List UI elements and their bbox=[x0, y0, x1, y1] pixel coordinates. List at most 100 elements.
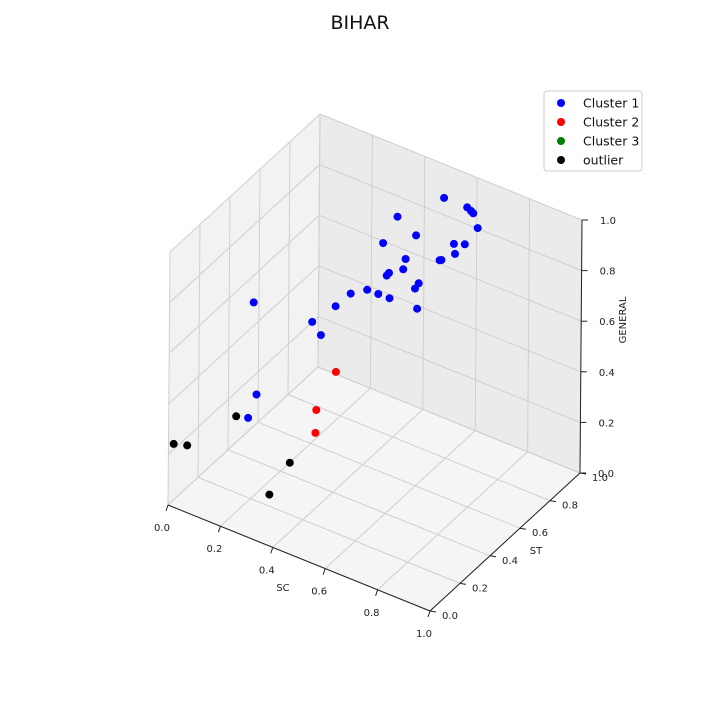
data-point-outlier bbox=[169, 439, 178, 448]
legend-marker-cluster-3 bbox=[557, 137, 565, 145]
grid-floor-x bbox=[272, 409, 424, 548]
data-point-cluster-1 bbox=[412, 231, 421, 240]
data-point-cluster-1 bbox=[374, 290, 383, 298]
grid-right-x bbox=[474, 177, 478, 431]
grid-right-z bbox=[319, 164, 582, 272]
legend-marker-outlier bbox=[557, 156, 565, 164]
grid-right-z bbox=[319, 113, 583, 221]
grid-floor-x bbox=[220, 387, 371, 527]
grid-left-z bbox=[169, 164, 320, 303]
data-point-outlier bbox=[285, 458, 294, 467]
data-point-cluster-1 bbox=[331, 302, 340, 311]
y-axis-label: ST bbox=[530, 546, 543, 557]
data-point-cluster-1 bbox=[449, 239, 458, 248]
chart-title: BIHAR bbox=[330, 12, 389, 34]
data-point-outlier bbox=[183, 441, 192, 450]
x-axis-line bbox=[167, 504, 431, 612]
legend-label-cluster-2: Cluster 2 bbox=[583, 115, 639, 130]
data-point-cluster-1 bbox=[399, 265, 408, 274]
data-point-cluster-1 bbox=[385, 294, 394, 303]
grid-floor-y bbox=[257, 421, 521, 529]
data-point-outlier bbox=[232, 412, 241, 421]
grid-right-x bbox=[527, 198, 531, 452]
data-point-cluster-1 bbox=[414, 279, 423, 288]
legend: Cluster 1 Cluster 2 Cluster 3 outlier bbox=[543, 90, 643, 172]
y-tick-label: 0.2 bbox=[472, 583, 488, 594]
data-point-cluster-1 bbox=[244, 413, 253, 422]
legend-marker-cluster-1 bbox=[557, 99, 565, 107]
z-tick-label: 0.6 bbox=[599, 317, 615, 328]
x-tick-mark bbox=[322, 568, 326, 575]
legend-label-cluster-1: Cluster 1 bbox=[583, 96, 639, 111]
y-tick-label: 0.6 bbox=[532, 528, 548, 539]
data-point-cluster-2 bbox=[311, 428, 320, 437]
grid-floor-y bbox=[227, 449, 491, 557]
y-tick-mark bbox=[579, 472, 587, 475]
data-point-cluster-1 bbox=[460, 240, 469, 249]
pane-back-left bbox=[168, 114, 320, 505]
grid-right-z bbox=[319, 214, 582, 322]
grid-floor-x bbox=[377, 451, 528, 591]
z-tick-label: 0.2 bbox=[598, 418, 614, 429]
x-tick-mark bbox=[270, 547, 274, 554]
data-points bbox=[169, 193, 482, 499]
grid-left-y bbox=[257, 169, 261, 423]
data-point-cluster-1 bbox=[473, 224, 482, 233]
grid-left-z bbox=[169, 113, 321, 253]
grid-left-z bbox=[168, 316, 319, 455]
x-tick-label: 1.0 bbox=[416, 629, 432, 640]
y-tick-mark bbox=[429, 610, 437, 613]
axis-panes bbox=[168, 114, 582, 611]
data-point-cluster-1 bbox=[379, 239, 388, 248]
data-point-cluster-2 bbox=[312, 406, 321, 414]
grid-left-y bbox=[227, 196, 231, 450]
grid-left-y bbox=[287, 141, 291, 395]
y-tick-mark bbox=[459, 582, 467, 585]
z-tick-label: 1.0 bbox=[600, 216, 616, 227]
x-tick-mark bbox=[165, 504, 169, 512]
axis-lines bbox=[165, 219, 588, 618]
data-point-cluster-1 bbox=[316, 331, 325, 340]
grid-left-y bbox=[197, 224, 201, 478]
grid-floor-x bbox=[324, 430, 476, 569]
data-point-cluster-1 bbox=[393, 212, 402, 221]
legend-box bbox=[543, 90, 643, 172]
data-point-cluster-1 bbox=[382, 271, 391, 280]
data-point-outlier bbox=[265, 490, 274, 499]
y-axis-line bbox=[429, 472, 581, 612]
tick-labels: 0.00.20.40.60.81.00.00.20.40.60.81.00.00… bbox=[154, 216, 616, 640]
data-point-cluster-1 bbox=[440, 193, 449, 202]
x-tick-label: 0.8 bbox=[364, 608, 380, 619]
z-tick-label: 0.4 bbox=[599, 368, 615, 379]
data-point-cluster-1 bbox=[363, 285, 372, 294]
data-point-cluster-1 bbox=[346, 289, 355, 298]
x-tick-label: 0.0 bbox=[154, 523, 170, 534]
y-tick-mark bbox=[489, 555, 497, 558]
grid-left-z bbox=[168, 265, 320, 405]
grid-right-z bbox=[318, 265, 581, 373]
grid-left-y bbox=[317, 113, 321, 368]
data-point-cluster-1 bbox=[249, 298, 258, 307]
y-tick-label: 0.4 bbox=[502, 556, 518, 567]
y-tick-label: 1.0 bbox=[592, 473, 608, 484]
x-tick-label: 0.4 bbox=[259, 565, 275, 576]
grid-lines bbox=[167, 113, 583, 612]
grid-floor-y bbox=[317, 366, 581, 474]
data-point-cluster-2 bbox=[331, 367, 340, 376]
y-tick-mark bbox=[519, 527, 527, 530]
legend-label-outlier: outlier bbox=[583, 153, 624, 168]
data-point-cluster-1 bbox=[451, 249, 459, 258]
grid-right-x bbox=[369, 135, 373, 389]
x-tick-mark bbox=[375, 589, 379, 596]
grid-right-z bbox=[318, 315, 581, 423]
x-tick-label: 0.2 bbox=[206, 544, 222, 555]
z-tick-label: 0.0 bbox=[598, 469, 614, 480]
data-point-cluster-1 bbox=[308, 317, 317, 326]
x-tick-mark bbox=[217, 526, 221, 533]
x-axis-label: SC bbox=[276, 583, 289, 594]
z-tick-label: 0.8 bbox=[600, 267, 616, 278]
y-tick-mark bbox=[549, 500, 557, 503]
x-tick-label: 0.6 bbox=[311, 587, 327, 598]
data-point-cluster-1 bbox=[413, 304, 422, 313]
